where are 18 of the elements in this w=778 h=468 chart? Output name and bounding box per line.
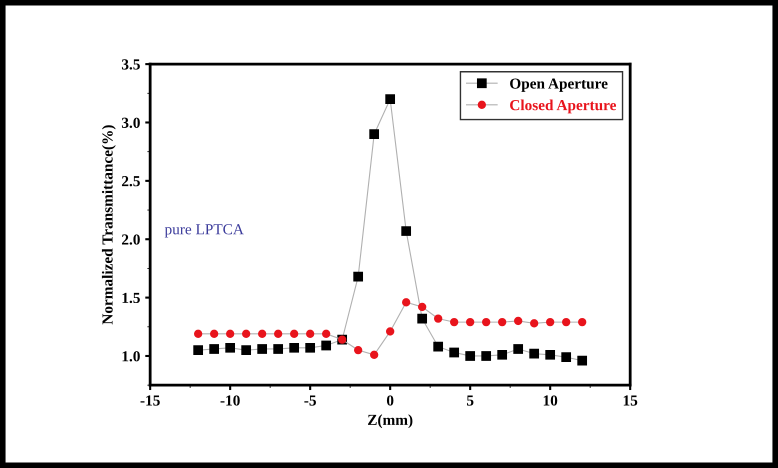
y-tick-label: 2.0 (122, 234, 140, 245)
x-tick-label: 0 (386, 395, 394, 406)
x-tick-label: 5 (466, 395, 474, 406)
legend-label: Open Aperture (510, 78, 608, 92)
x-axis-title: Z(mm) (368, 414, 412, 428)
x-tick-label: 10 (544, 395, 558, 406)
y-tick-label: 1.5 (122, 292, 140, 304)
y-tick-label: 1.0 (122, 351, 140, 362)
y-axis-title: Normalized Transmittance(%) (102, 125, 116, 324)
legend-label: Closed Aperture (510, 100, 616, 114)
annotation: pure LPTCA (164, 224, 244, 238)
y-tick-label: 3.0 (122, 118, 140, 128)
x-tick-label: -10 (220, 395, 240, 406)
y-tick-label: 3.5 (122, 59, 140, 70)
x-tick-label: -15 (140, 395, 160, 406)
x-tick-label: -5 (304, 395, 316, 406)
y-tick-label: 2.5 (122, 176, 140, 186)
x-tick-label: 15 (624, 395, 638, 406)
